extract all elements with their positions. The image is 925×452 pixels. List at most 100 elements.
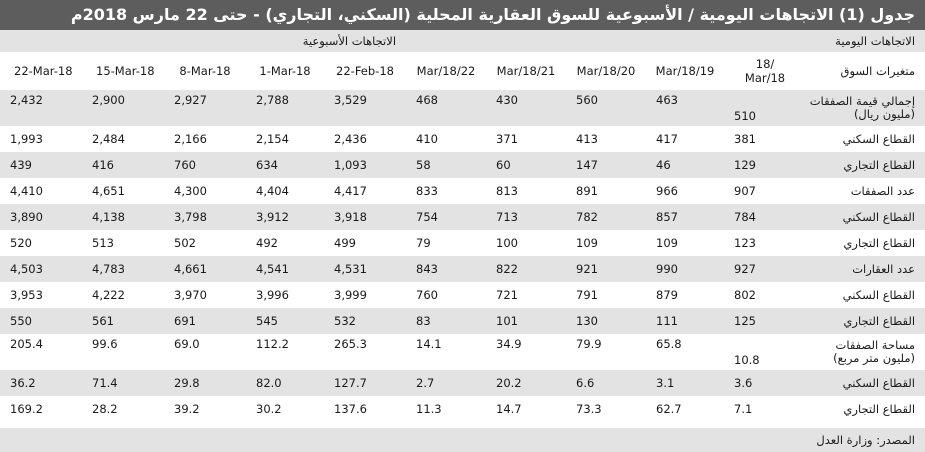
table-cell: 58 <box>406 152 487 178</box>
table-cell: 2,927 <box>164 90 246 126</box>
daily-trends-header: الاتجاهات اليومية <box>724 30 925 52</box>
table-cell: 62.7 <box>656 402 682 416</box>
table-cell: 36.2 <box>0 370 82 396</box>
table-cell: 100 <box>496 236 518 250</box>
row-label-text: إجمالي قيمة الصفقات <box>809 94 916 108</box>
table-cell: 2,788 <box>246 90 324 126</box>
table-cell: 510 <box>724 90 807 126</box>
row-label: إجمالي قيمة الصفقات (مليون ريال) <box>806 90 925 126</box>
table-cell: 29.8 <box>164 370 246 396</box>
table-cell: 4,783 <box>82 256 164 282</box>
table-cell: 1,093 <box>324 152 407 178</box>
table-cell: 4,404 <box>256 184 289 198</box>
table-cell: 39.2 <box>174 402 200 416</box>
table-cell: 879 <box>656 288 678 302</box>
column-header: 15-Mar-18 <box>96 64 155 78</box>
row-label-text: القطاع التجاري <box>843 401 916 416</box>
table-cell: 634 <box>246 152 324 178</box>
row-label: القطاع التجاري <box>806 230 925 256</box>
market-trends-table: الاتجاهات الأسبوعية الاتجاهات اليومية 22… <box>0 30 925 422</box>
table-cell: 966 <box>656 184 678 198</box>
table-cell: 713 <box>486 204 567 230</box>
table-cell: 10.8 <box>734 353 760 367</box>
table-cell: 3.6 <box>724 370 807 396</box>
row-label: القطاع التجاري <box>806 308 925 334</box>
row-label-text: عدد الصفقات <box>850 183 916 198</box>
table-cell: 413 <box>576 132 598 146</box>
column-header: Mar/18/20 <box>576 64 636 78</box>
table-cell: 416 <box>82 152 164 178</box>
table-cell: 371 <box>496 132 518 146</box>
row-label: القطاع السكني <box>806 370 925 396</box>
weekly-trends-header: الاتجاهات الأسبوعية <box>0 30 407 52</box>
table-cell: 499 <box>334 236 356 250</box>
table-cell: 111 <box>646 308 725 334</box>
table-cell: 513 <box>92 236 114 250</box>
row-label: القطاع التجاري <box>806 396 925 422</box>
table-cell: 127.7 <box>324 370 407 396</box>
table-cell: 381 <box>734 132 756 146</box>
row-label: عدد الصفقات <box>806 178 925 204</box>
column-header: Mar/18/21 <box>496 64 556 78</box>
table-cell: 760 <box>416 288 438 302</box>
column-header-first: 18/ Mar/18 <box>724 52 806 90</box>
table-cell: 3,999 <box>334 288 367 302</box>
table-cell: 65.8 <box>656 337 682 351</box>
row-label: عدد العقارات <box>806 256 925 282</box>
row-label-text: القطاع السكني <box>842 375 916 390</box>
column-header: 8-Mar-18 <box>179 64 231 78</box>
column-header-row: 22-Mar-18 15-Mar-18 8-Mar-18 1-Mar-18 22… <box>0 52 925 90</box>
table-cell: 112.2 <box>256 337 289 351</box>
table-cell: 4,417 <box>334 184 367 198</box>
table-cell: 34.9 <box>496 337 522 351</box>
table-cell: 2,900 <box>82 90 164 126</box>
row-label: القطاع السكني <box>806 204 925 230</box>
table-cell: 2,436 <box>334 132 367 146</box>
table-row: 2,432 2,900 2,927 2,788 3,529 468 430 560 463 510… <box>0 90 925 126</box>
source-note: المصدر: وزارة العدل <box>0 428 925 452</box>
table-cell: 921 <box>566 256 647 282</box>
table-cell: 410 <box>416 132 438 146</box>
table-row: 550 561 691 545 532 83 101 130 111 125 القطاع التج… <box>0 308 925 334</box>
table-cell: 1,993 <box>10 132 43 146</box>
table-cell: 463 <box>646 90 725 126</box>
table-cell: 417 <box>656 132 678 146</box>
table-cell: 265.3 <box>334 337 367 351</box>
table-row: 169.2 28.2 39.2 30.2 137.6 11.3 14.7 73.3 62.7 7.… <box>0 396 925 422</box>
table-cell: 468 <box>406 90 487 126</box>
row-label-unit: (مليون متر مربع) <box>833 351 916 365</box>
table-cell: 2,432 <box>0 90 82 126</box>
table-cell: 99.6 <box>92 337 118 351</box>
table-cell: 137.6 <box>334 402 367 416</box>
indicator-header: متغيرات السوق <box>840 64 916 78</box>
table-cell: 4,410 <box>10 184 43 198</box>
table-cell: 169.2 <box>10 402 43 416</box>
table-cell: 791 <box>576 288 598 302</box>
table-cell: 4,300 <box>174 184 207 198</box>
table-cell: 439 <box>0 152 82 178</box>
table-cell: 760 <box>164 152 246 178</box>
table-cell: 60 <box>486 152 567 178</box>
column-header: 22-Feb-18 <box>336 64 394 78</box>
column-header: 1-Mar-18 <box>259 64 311 78</box>
table-cell: 2,166 <box>174 132 207 146</box>
table-cell: 71.4 <box>82 370 164 396</box>
table-cell: 721 <box>496 288 518 302</box>
table-row: 439 416 760 634 1,093 58 60 147 46 129 القطاع التج… <box>0 152 925 178</box>
table-cell: 891 <box>576 184 598 198</box>
table-cell: 3,918 <box>324 204 407 230</box>
section-header-row: الاتجاهات الأسبوعية الاتجاهات اليومية <box>0 30 925 52</box>
table-cell: 11.3 <box>416 402 442 416</box>
table-cell: 109 <box>656 236 678 250</box>
table-cell: 14.1 <box>416 337 442 351</box>
table-cell: 843 <box>406 256 487 282</box>
table-cell: 3,996 <box>256 288 289 302</box>
table-cell: 2,154 <box>256 132 289 146</box>
table-cell: 990 <box>646 256 725 282</box>
row-label-text: القطاع السكني <box>842 209 916 224</box>
table-cell: 4,503 <box>0 256 82 282</box>
table-row: 3,890 4,138 3,798 3,912 3,918 754 713 782 857 784… <box>0 204 925 230</box>
table-row: 1,993 2,484 2,166 2,154 2,436 410 371 413 417 381… <box>0 126 925 152</box>
row-label-text: القطاع السكني <box>842 131 916 146</box>
